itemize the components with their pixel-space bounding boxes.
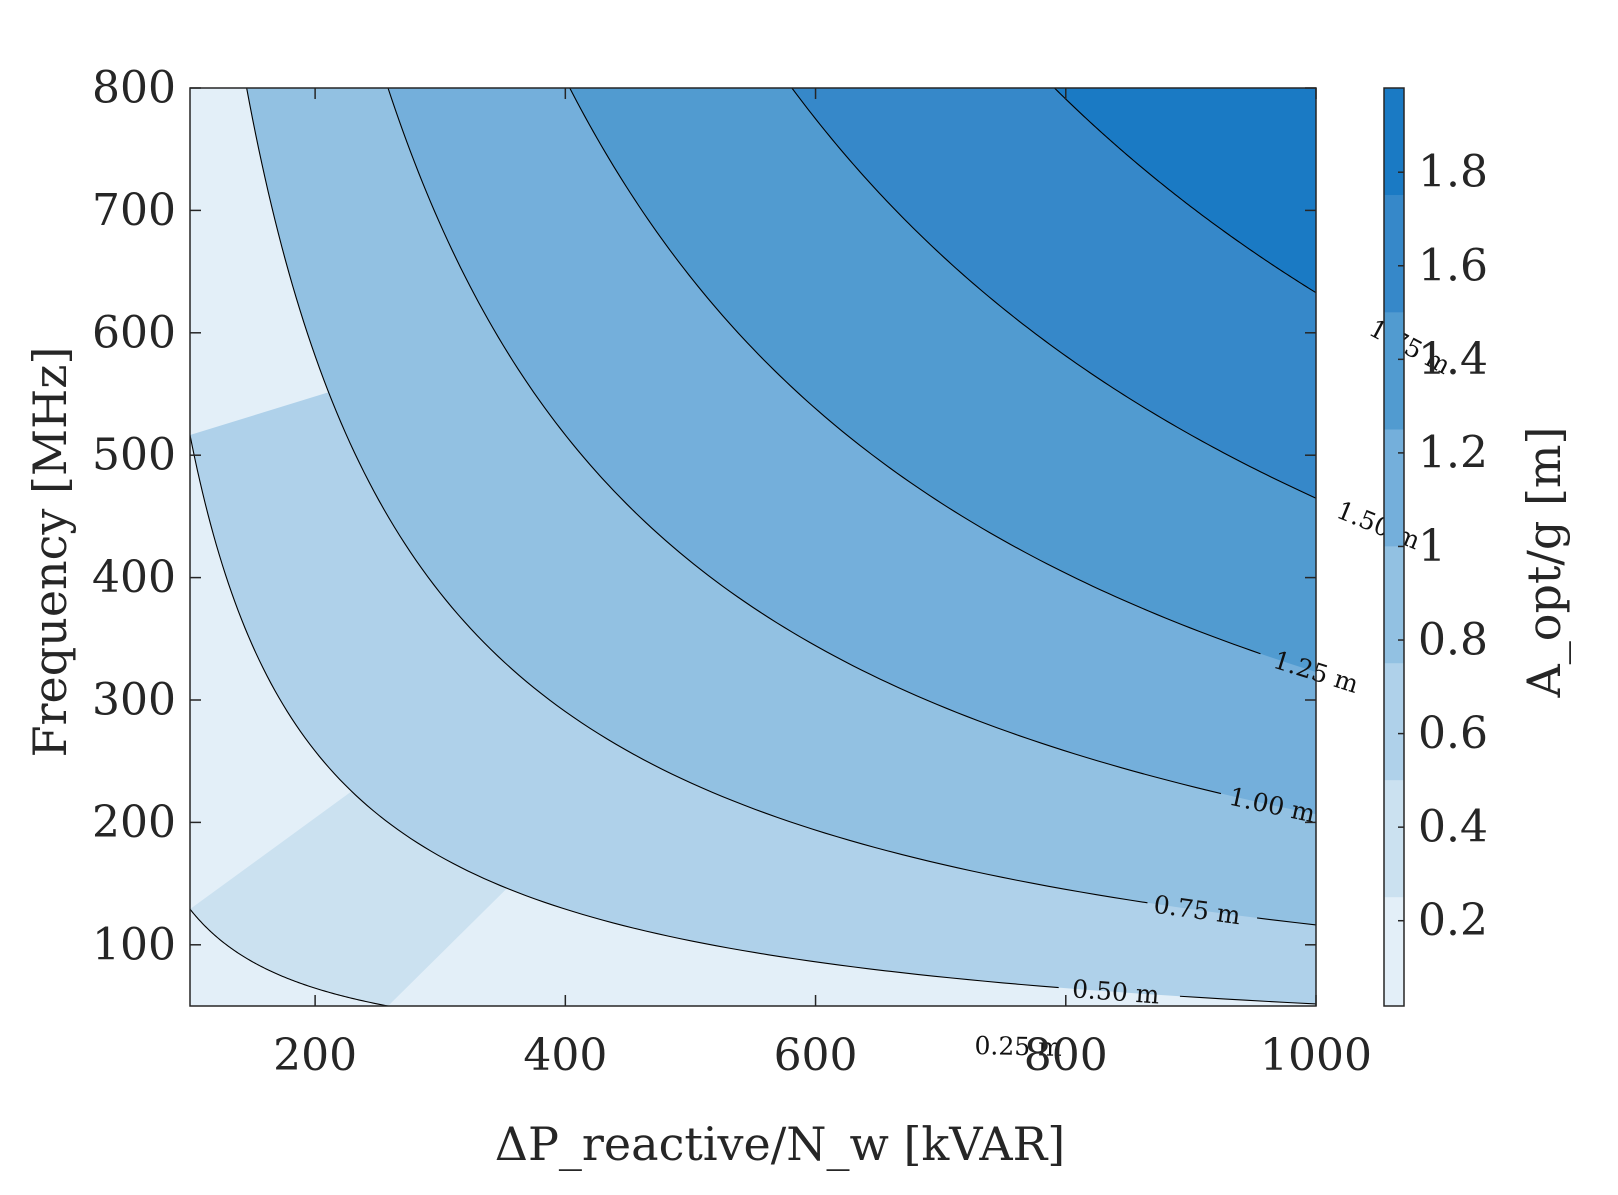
colorbar-tick-label: 0.4 <box>1418 802 1488 853</box>
colorbar <box>1383 87 1405 1007</box>
x-tick-label: 1000 <box>1260 1030 1372 1081</box>
colorbar-band <box>1384 429 1404 547</box>
contour-level-label: 0.25 m <box>974 1031 1062 1062</box>
colorbar-tick-label: 1.4 <box>1418 334 1488 385</box>
y-tick-label: 300 <box>92 675 176 726</box>
y-tick-label: 600 <box>92 307 176 358</box>
contour-line <box>189 908 389 1007</box>
contour-level-label: 0.50 m <box>1071 974 1160 1009</box>
colorbar-tick-label: 1.2 <box>1418 427 1488 478</box>
y-tick-label: 200 <box>92 797 176 848</box>
colorbar-band <box>1384 546 1404 664</box>
colorbar-tick-label: 0.2 <box>1418 895 1488 946</box>
x-axis-ticks: 200 400 600 800 1000 <box>273 88 1372 1081</box>
y-tick-label: 100 <box>92 919 176 970</box>
x-tick-label: 800 <box>1024 1030 1108 1081</box>
colorbar-band <box>1384 780 1404 898</box>
x-tick-label: 200 <box>273 1030 357 1081</box>
colorbar-tick-label: 0.6 <box>1418 708 1488 759</box>
colorbar-tick-label: 1.6 <box>1418 240 1488 291</box>
colorbar-band <box>1384 663 1404 781</box>
contour-line <box>387 87 1222 795</box>
contour-line <box>1054 87 1317 294</box>
contour-line <box>569 87 1261 655</box>
y-axis-ticks: 100 200 300 400 500 600 700 800 <box>92 63 1316 970</box>
y-tick-label: 800 <box>92 63 176 114</box>
x-tick-label: 600 <box>774 1030 858 1081</box>
contour-band <box>1054 88 1316 293</box>
x-axis-label: ΔP_reactive/N_w [kVAR] <box>495 1117 1065 1171</box>
contour-level-label: 1.50 m <box>1333 495 1425 555</box>
contour-bands <box>190 88 1316 1006</box>
contour-lines <box>189 87 1317 1007</box>
contour-line <box>1257 917 1317 926</box>
colorbar-band <box>1384 195 1404 313</box>
y-axis-label: Frequency [MHz] <box>23 347 77 758</box>
contour-line <box>791 87 1317 499</box>
y-tick-label: 700 <box>92 185 176 236</box>
colorbar-tick-label: 1 <box>1418 521 1446 572</box>
colorbar-band <box>1384 312 1404 430</box>
colorbar-band <box>1384 897 1404 1006</box>
colorbar-label: A_opt/g [m] <box>1517 427 1571 699</box>
plot-frame <box>189 87 1317 1007</box>
colorbar-band <box>1384 88 1404 196</box>
contour-line <box>246 87 1148 904</box>
colorbar-tick-label: 1.8 <box>1418 147 1488 198</box>
contour-line <box>1179 995 1317 1005</box>
y-tick-label: 500 <box>92 430 176 481</box>
colorbar-tick-label: 0.8 <box>1418 615 1488 666</box>
contour-line <box>189 434 1059 989</box>
y-tick-label: 400 <box>92 552 176 603</box>
x-tick-label: 400 <box>523 1030 607 1081</box>
colorbar-ticks: 0.2 0.4 0.6 0.8 1 1.2 1.4 1.6 1.8 <box>1398 147 1488 946</box>
